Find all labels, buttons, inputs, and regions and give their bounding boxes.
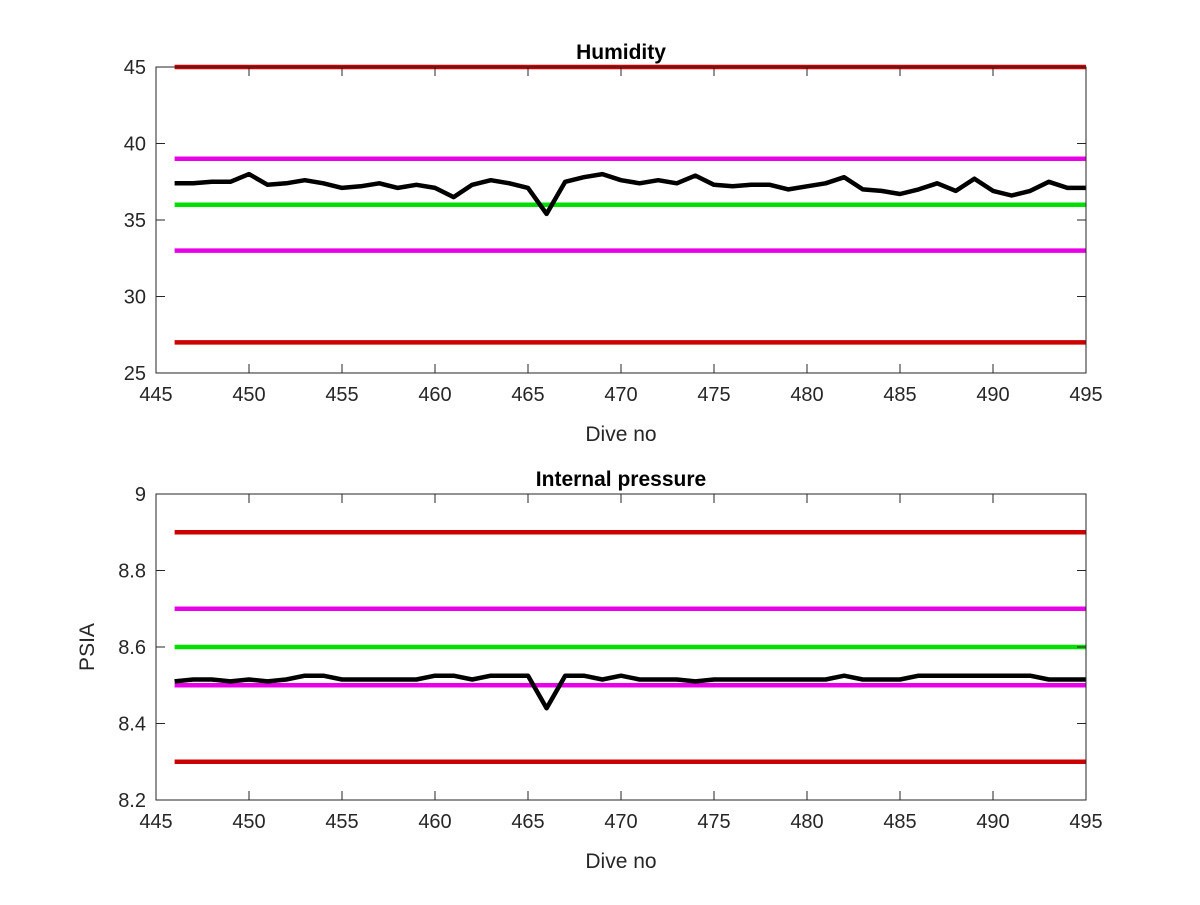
y-tick-label: 40 — [124, 134, 146, 156]
x-tick-label: 450 — [232, 811, 265, 833]
x-axis-label: Dive no — [585, 423, 656, 446]
y-tick-label: 30 — [124, 287, 146, 309]
x-tick-label: 465 — [511, 811, 544, 833]
subplot-2: 445 450 455 460 465 470 475 480 485 490 495 8.2 8.4 8… — [76, 468, 1103, 873]
subplot-1: 445 450 455 460 465 470 475 480 485 490 495 25 30 35 4… — [124, 41, 1103, 446]
x-tick-label: 470 — [604, 811, 637, 833]
x-tick-label: 465 — [511, 384, 544, 406]
x-tick-label: 445 — [139, 384, 172, 406]
x-tick-label: 495 — [1069, 384, 1102, 406]
x-tick-label: 485 — [883, 384, 916, 406]
x-tick-label: 460 — [418, 811, 451, 833]
y-tick-label: 45 — [124, 57, 146, 79]
x-tick-label: 445 — [139, 811, 172, 833]
x-tick-label: 455 — [325, 384, 358, 406]
y-tick-label: 8.4 — [118, 714, 146, 736]
x-axis-label: Dive no — [585, 850, 656, 873]
x-tick-label: 475 — [697, 811, 730, 833]
chart-title: Internal pressure — [536, 468, 706, 491]
x-tick-label: 460 — [418, 384, 451, 406]
x-tick-label: 455 — [325, 811, 358, 833]
y-tick-label: 8.6 — [118, 637, 146, 659]
x-tick-label: 495 — [1069, 811, 1102, 833]
y-tick-label: 8.2 — [118, 790, 146, 812]
x-tick-label: 490 — [976, 811, 1009, 833]
x-tick-label: 480 — [790, 384, 823, 406]
x-tick-label: 480 — [790, 811, 823, 833]
chart-title: Humidity — [576, 41, 666, 64]
series-line-1 — [174, 673, 1086, 711]
x-tick-label: 475 — [697, 384, 730, 406]
y-axis-label: PSIA — [76, 623, 99, 671]
y-tick-label: 8.8 — [118, 561, 146, 583]
x-tick-label: 450 — [232, 384, 265, 406]
y-tick-label: 25 — [124, 363, 146, 385]
y-tick-label: 9 — [135, 484, 146, 506]
series-line-1 — [174, 171, 1086, 217]
y-tick-label: 35 — [124, 210, 146, 232]
x-tick-label: 490 — [976, 384, 1009, 406]
x-tick-label: 485 — [883, 811, 916, 833]
plot-area — [156, 67, 1086, 373]
x-tick-label: 470 — [604, 384, 637, 406]
